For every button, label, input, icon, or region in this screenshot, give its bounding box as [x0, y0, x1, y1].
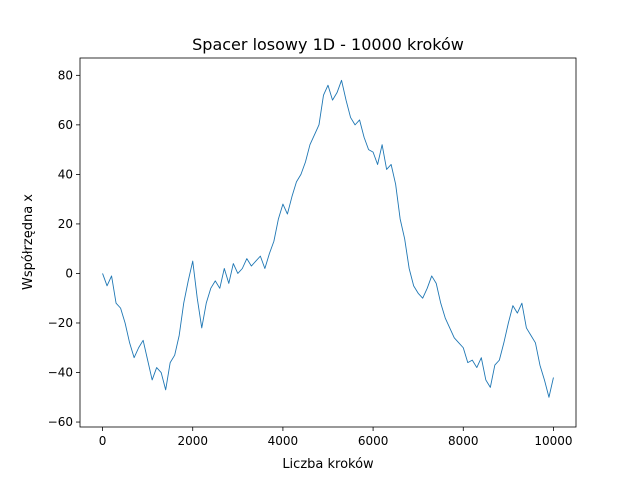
y-axis-ticks: −60 −40 −20 0 20 40 60 80	[48, 68, 80, 429]
y-tick-label: 20	[58, 217, 73, 231]
x-axis-ticks: 0 2000 4000 6000 8000 10000	[99, 427, 573, 448]
x-tick-label: 2000	[177, 434, 208, 448]
plot-area	[102, 79, 554, 398]
x-tick-label: 8000	[448, 434, 479, 448]
y-tick-label: 40	[58, 167, 73, 181]
x-tick-label: 0	[99, 434, 107, 448]
x-tick-label: 6000	[358, 434, 389, 448]
chart-title: Spacer losowy 1D - 10000 kroków	[192, 35, 464, 54]
y-tick-label: 60	[58, 118, 73, 132]
y-tick-label: −20	[48, 316, 73, 330]
x-tick-label: 4000	[268, 434, 299, 448]
y-tick-label: 80	[58, 68, 73, 82]
axes-frame	[79, 57, 577, 428]
y-axis-label: Współrzędna x	[21, 194, 36, 290]
x-axis-label: Liczba kroków	[282, 457, 374, 472]
y-tick-label: −40	[48, 366, 73, 380]
y-tick-label: −60	[48, 415, 73, 429]
x-tick-label: 10000	[534, 434, 572, 448]
y-tick-label: 0	[65, 266, 73, 280]
walk-series-line	[102, 79, 554, 398]
